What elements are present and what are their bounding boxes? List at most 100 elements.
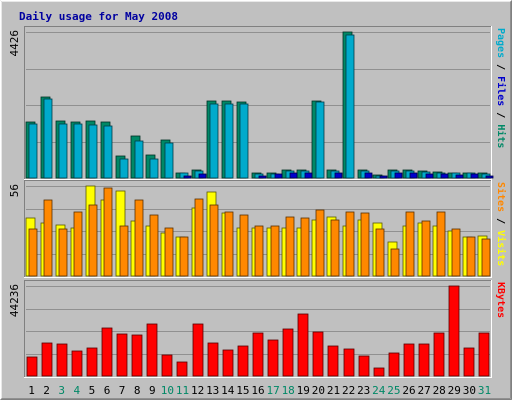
bar-files-day-13 xyxy=(209,103,219,179)
chart-panels: 4426 Pages / Files / Hits 56 Sites / Visits… xyxy=(8,26,507,378)
x-tick-day-7: 7 xyxy=(119,384,126,397)
bar-kbytes-day-18 xyxy=(282,328,294,377)
chart-title: Daily usage for May 2008 xyxy=(19,10,178,23)
bar-sites-day-14 xyxy=(224,211,234,277)
bar-kbytes-day-5 xyxy=(86,347,98,377)
bar-pages-day-27 xyxy=(425,173,434,179)
bar-pages-day-18 xyxy=(289,172,298,179)
series-kbytes xyxy=(26,285,490,377)
series-legend: Sites / Visits xyxy=(495,182,507,266)
bar-sites-day-5 xyxy=(88,204,98,277)
x-tick-day-26: 26 xyxy=(402,384,415,397)
bar-pages-day-24 xyxy=(379,175,388,179)
bar-pages-day-17 xyxy=(274,173,283,179)
x-tick-day-14: 14 xyxy=(221,384,235,397)
bar-sites-day-13 xyxy=(209,204,219,277)
x-tick-day-31: 31 xyxy=(478,384,491,397)
bar-files-day-15 xyxy=(239,103,249,179)
bar-kbytes-day-14 xyxy=(222,349,234,377)
bar-kbytes-day-6 xyxy=(101,327,113,377)
bar-kbytes-day-1 xyxy=(26,356,38,377)
panel-visits-sites: 56 Sites / Visits xyxy=(8,180,507,278)
legend-part: KBytes xyxy=(495,282,506,318)
bar-kbytes-day-26 xyxy=(403,343,415,377)
x-tick-day-20: 20 xyxy=(312,384,325,397)
x-tick-day-19: 19 xyxy=(297,384,310,397)
bar-sites-day-29 xyxy=(451,228,461,277)
x-tick-day-24: 24 xyxy=(372,384,386,397)
x-tick-day-4: 4 xyxy=(73,384,80,397)
bar-kbytes-day-27 xyxy=(418,343,430,377)
legend-part: / xyxy=(495,212,506,230)
x-tick-day-13: 13 xyxy=(206,384,219,397)
x-tick-day-3: 3 xyxy=(58,384,65,397)
bar-pages-day-21 xyxy=(334,172,343,179)
bar-sites-day-31 xyxy=(481,238,491,277)
legend-part: Pages xyxy=(495,28,506,58)
series-sites xyxy=(28,187,491,277)
bar-pages-day-16 xyxy=(258,175,267,179)
x-tick-day-5: 5 xyxy=(89,384,96,397)
y-max-label: 44236 xyxy=(8,284,21,317)
bar-files-day-2 xyxy=(43,98,53,179)
y-max-label: 56 xyxy=(8,184,21,197)
bar-kbytes-day-21 xyxy=(327,345,339,377)
bar-files-day-6 xyxy=(103,125,113,179)
bar-pages-day-25 xyxy=(394,172,403,179)
bar-pages-day-12 xyxy=(198,173,207,179)
bar-sites-day-1 xyxy=(28,228,38,277)
bar-pages-day-28 xyxy=(440,173,449,179)
x-tick-day-2: 2 xyxy=(43,384,50,397)
bar-kbytes-day-9 xyxy=(146,323,158,377)
bar-sites-day-19 xyxy=(300,217,310,277)
bar-sites-day-30 xyxy=(466,236,476,277)
x-tick-day-11: 11 xyxy=(176,384,189,397)
bar-sites-day-10 xyxy=(164,227,174,277)
bar-kbytes-day-12 xyxy=(192,323,204,377)
bar-sites-day-25 xyxy=(390,248,400,277)
bar-kbytes-day-23 xyxy=(358,355,370,377)
bar-files-day-8 xyxy=(134,140,144,179)
series-files xyxy=(28,34,491,179)
bar-kbytes-day-29 xyxy=(448,285,460,377)
bar-sites-day-12 xyxy=(194,198,204,277)
bar-sites-day-4 xyxy=(73,211,83,277)
x-tick-day-12: 12 xyxy=(191,384,204,397)
bar-kbytes-day-11 xyxy=(176,361,188,377)
bar-sites-day-7 xyxy=(119,225,129,277)
bar-kbytes-day-30 xyxy=(463,347,475,377)
series-legend: KBytes xyxy=(495,282,506,318)
x-tick-day-1: 1 xyxy=(28,384,35,397)
legend-part: / xyxy=(495,106,506,124)
bar-files-day-20 xyxy=(315,101,325,179)
x-tick-day-15: 15 xyxy=(236,384,249,397)
bar-kbytes-day-15 xyxy=(237,345,249,377)
x-tick-day-27: 27 xyxy=(417,384,430,397)
bar-kbytes-day-7 xyxy=(116,333,128,377)
bar-pages-day-26 xyxy=(409,172,418,179)
bar-files-day-4 xyxy=(73,123,83,179)
bar-sites-day-17 xyxy=(270,225,280,277)
x-tick-day-30: 30 xyxy=(463,384,476,397)
x-tick-day-16: 16 xyxy=(251,384,264,397)
bar-kbytes-day-10 xyxy=(161,354,173,377)
bar-sites-day-2 xyxy=(43,199,53,277)
bar-files-day-5 xyxy=(88,124,98,179)
bar-sites-day-3 xyxy=(58,228,68,277)
bar-sites-day-26 xyxy=(405,211,415,277)
bar-kbytes-day-22 xyxy=(343,348,355,377)
bar-files-day-22 xyxy=(345,34,355,179)
bar-sites-day-9 xyxy=(149,214,159,277)
x-tick-day-17: 17 xyxy=(266,384,279,397)
bar-sites-day-21 xyxy=(330,219,340,277)
bar-kbytes-day-31 xyxy=(478,332,490,377)
bar-kbytes-day-3 xyxy=(56,343,68,377)
bar-sites-day-28 xyxy=(436,211,446,277)
bar-files-day-10 xyxy=(164,142,174,179)
bar-sites-day-24 xyxy=(375,228,385,277)
bar-files-day-9 xyxy=(149,158,159,179)
bar-kbytes-day-8 xyxy=(131,334,143,377)
series-pages xyxy=(183,172,494,179)
bar-kbytes-day-19 xyxy=(297,313,309,377)
x-tick-day-8: 8 xyxy=(134,384,141,397)
